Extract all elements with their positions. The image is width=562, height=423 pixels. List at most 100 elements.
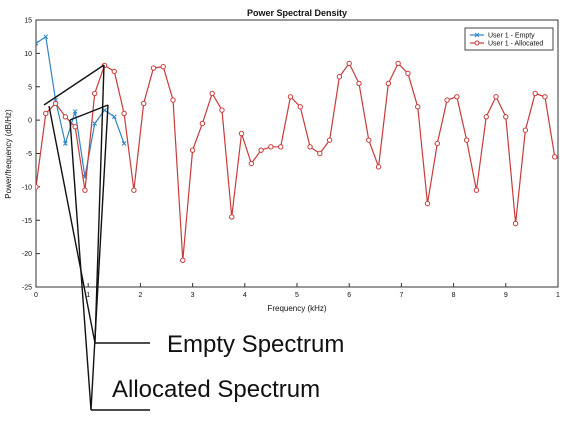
y-tick-label: -10	[22, 184, 32, 191]
data-point	[503, 114, 509, 120]
data-point	[385, 80, 392, 87]
data-point	[52, 100, 59, 107]
data-point	[43, 110, 49, 117]
data-point	[375, 164, 382, 170]
data-point	[356, 80, 362, 87]
y-tick-label: 15	[24, 18, 32, 25]
x-tick-label: 1	[86, 292, 90, 299]
data-point	[336, 74, 343, 80]
data-point	[72, 109, 78, 114]
data-point	[111, 68, 118, 75]
legend-marker	[474, 40, 480, 46]
data-point	[552, 154, 558, 160]
data-point	[36, 41, 39, 46]
y-tick-label: 5	[28, 84, 32, 91]
x-tick-label: 5	[295, 292, 299, 299]
annotation-layer	[43, 64, 150, 411]
data-point	[82, 187, 88, 193]
data-point	[454, 94, 460, 100]
data-point	[317, 150, 323, 157]
legend-marker	[474, 32, 480, 38]
y-tick-label: -25	[22, 285, 32, 292]
data-point	[287, 94, 294, 100]
data-point	[297, 104, 303, 110]
data-point	[512, 220, 519, 227]
x-axis-title: Frequency (kHz)	[267, 304, 326, 313]
data-point	[395, 60, 401, 67]
data-point	[522, 127, 529, 133]
data-point	[121, 110, 127, 117]
annotation-line-4	[69, 104, 109, 121]
annotation-line-5	[69, 119, 92, 411]
series-line	[36, 35, 125, 177]
x-tick-label: 8	[452, 292, 456, 299]
data-point	[63, 141, 68, 146]
data-point	[209, 90, 215, 97]
x-tick-label: 0	[34, 292, 38, 299]
data-point	[473, 187, 480, 193]
legend-label: User 1 - Allocated	[488, 40, 543, 47]
y-tick-label: -5	[26, 151, 32, 158]
data-point	[463, 137, 470, 143]
annotation-allocated-spectrum: Allocated Spectrum	[112, 376, 320, 403]
y-tick-label: -20	[22, 251, 32, 258]
data-point	[434, 140, 440, 147]
y-tick-label: 0	[28, 118, 32, 125]
data-point	[72, 124, 78, 130]
plot-area	[35, 19, 559, 288]
axes-layer: 0 1 2 3 4 5 6 7 8 9 1 -25 -20 -15 -10 -5 0 5 10 15	[22, 18, 560, 300]
data-point	[92, 90, 98, 97]
data-point	[326, 137, 333, 143]
data-point	[307, 144, 313, 150]
y-tick-label: -15	[22, 218, 32, 225]
data-point	[150, 65, 157, 71]
data-point	[43, 34, 49, 40]
data-point	[36, 184, 39, 190]
x-tick-label: 3	[191, 292, 195, 299]
annotation-line-1	[48, 105, 96, 344]
data-point	[424, 200, 431, 207]
x-tick-label: 2	[138, 292, 142, 299]
data-point	[346, 60, 352, 67]
y-tick-label: 10	[24, 51, 32, 58]
y-axis-title: Power/frequency (dB/Hz)	[4, 109, 13, 199]
x-tick-label: 6	[347, 292, 351, 299]
data-point	[170, 97, 176, 103]
data-point	[366, 137, 372, 143]
data-point	[248, 160, 255, 167]
chart-title: Power Spectral Density	[247, 8, 347, 18]
data-point	[131, 187, 137, 193]
annotation-line-6	[90, 104, 109, 411]
x-tick-label: 4	[243, 292, 247, 299]
data-point	[62, 114, 69, 120]
data-point	[92, 121, 98, 126]
data-point	[277, 144, 284, 150]
data-point	[542, 94, 548, 100]
data-point	[180, 257, 186, 263]
series-1	[36, 60, 558, 263]
data-point	[258, 147, 264, 153]
data-point	[111, 114, 117, 120]
data-point	[493, 94, 499, 100]
data-point	[268, 144, 274, 150]
data-point	[483, 114, 489, 120]
data-point	[532, 90, 538, 97]
annotation-line-0	[43, 64, 105, 106]
series-line	[36, 62, 558, 261]
data-point	[199, 120, 206, 127]
legend-label: User 1 - Empty	[488, 32, 535, 39]
data-point	[189, 147, 196, 153]
data-point	[219, 107, 225, 113]
data-point	[444, 97, 450, 103]
data-point	[140, 100, 147, 107]
annotation-empty-spectrum: Empty Spectrum	[167, 331, 344, 358]
annotation-line-2	[94, 64, 105, 344]
data-point	[229, 214, 235, 220]
data-point	[160, 64, 166, 70]
legend-frame	[464, 27, 554, 51]
x-tick-label: 1	[556, 292, 560, 299]
